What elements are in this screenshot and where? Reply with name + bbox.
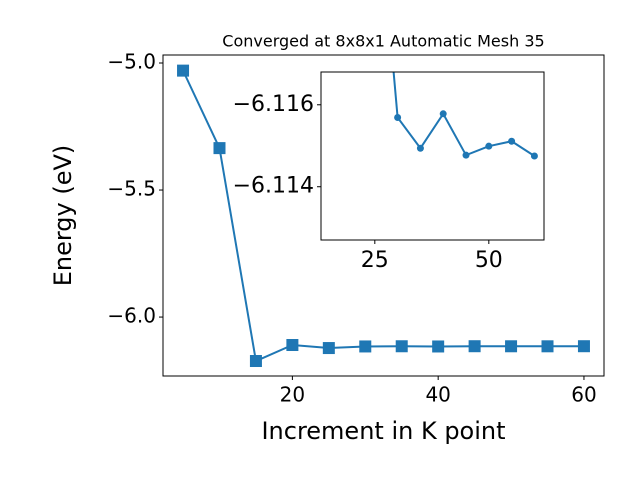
plot-content — [177, 64, 590, 368]
chart-title: Converged at 8x8x1 Automatic Mesh 35 — [222, 32, 544, 51]
y-tick-label: −5.5 — [107, 177, 156, 201]
marker — [432, 340, 445, 353]
x-axis-label: Increment in K point — [261, 417, 505, 445]
marker — [177, 64, 190, 77]
marker — [439, 110, 447, 118]
marker — [541, 340, 554, 353]
y-tick-label: −6.0 — [107, 304, 156, 328]
marker — [508, 137, 516, 145]
axes-frame — [320, 71, 545, 241]
marker — [286, 339, 299, 352]
x-tick-label: 50 — [475, 248, 503, 273]
marker — [577, 340, 590, 353]
marker — [505, 340, 518, 353]
marker — [530, 152, 538, 160]
series-line — [392, 72, 535, 157]
marker — [468, 340, 481, 353]
marker — [395, 340, 408, 353]
x-tick-label: 20 — [280, 383, 305, 407]
marker — [213, 142, 226, 155]
x-tick-label: 60 — [571, 383, 596, 407]
plot-content — [392, 72, 538, 160]
axes-frame — [162, 54, 605, 377]
marker — [416, 144, 424, 152]
marker — [359, 340, 372, 353]
x-tick-label: 40 — [425, 383, 450, 407]
y-axis-label: Energy (eV) — [49, 145, 77, 287]
marker — [322, 342, 335, 355]
y-tick-label: −5.0 — [107, 50, 156, 74]
series-line — [182, 70, 584, 363]
marker — [462, 151, 470, 159]
y-tick-label: −6.116 — [233, 92, 314, 117]
y-tick-label: −6.114 — [233, 174, 314, 199]
marker — [394, 113, 402, 121]
x-tick-label: 25 — [361, 248, 389, 273]
marker — [249, 355, 262, 368]
plot-area — [321, 72, 544, 240]
marker — [485, 142, 493, 150]
